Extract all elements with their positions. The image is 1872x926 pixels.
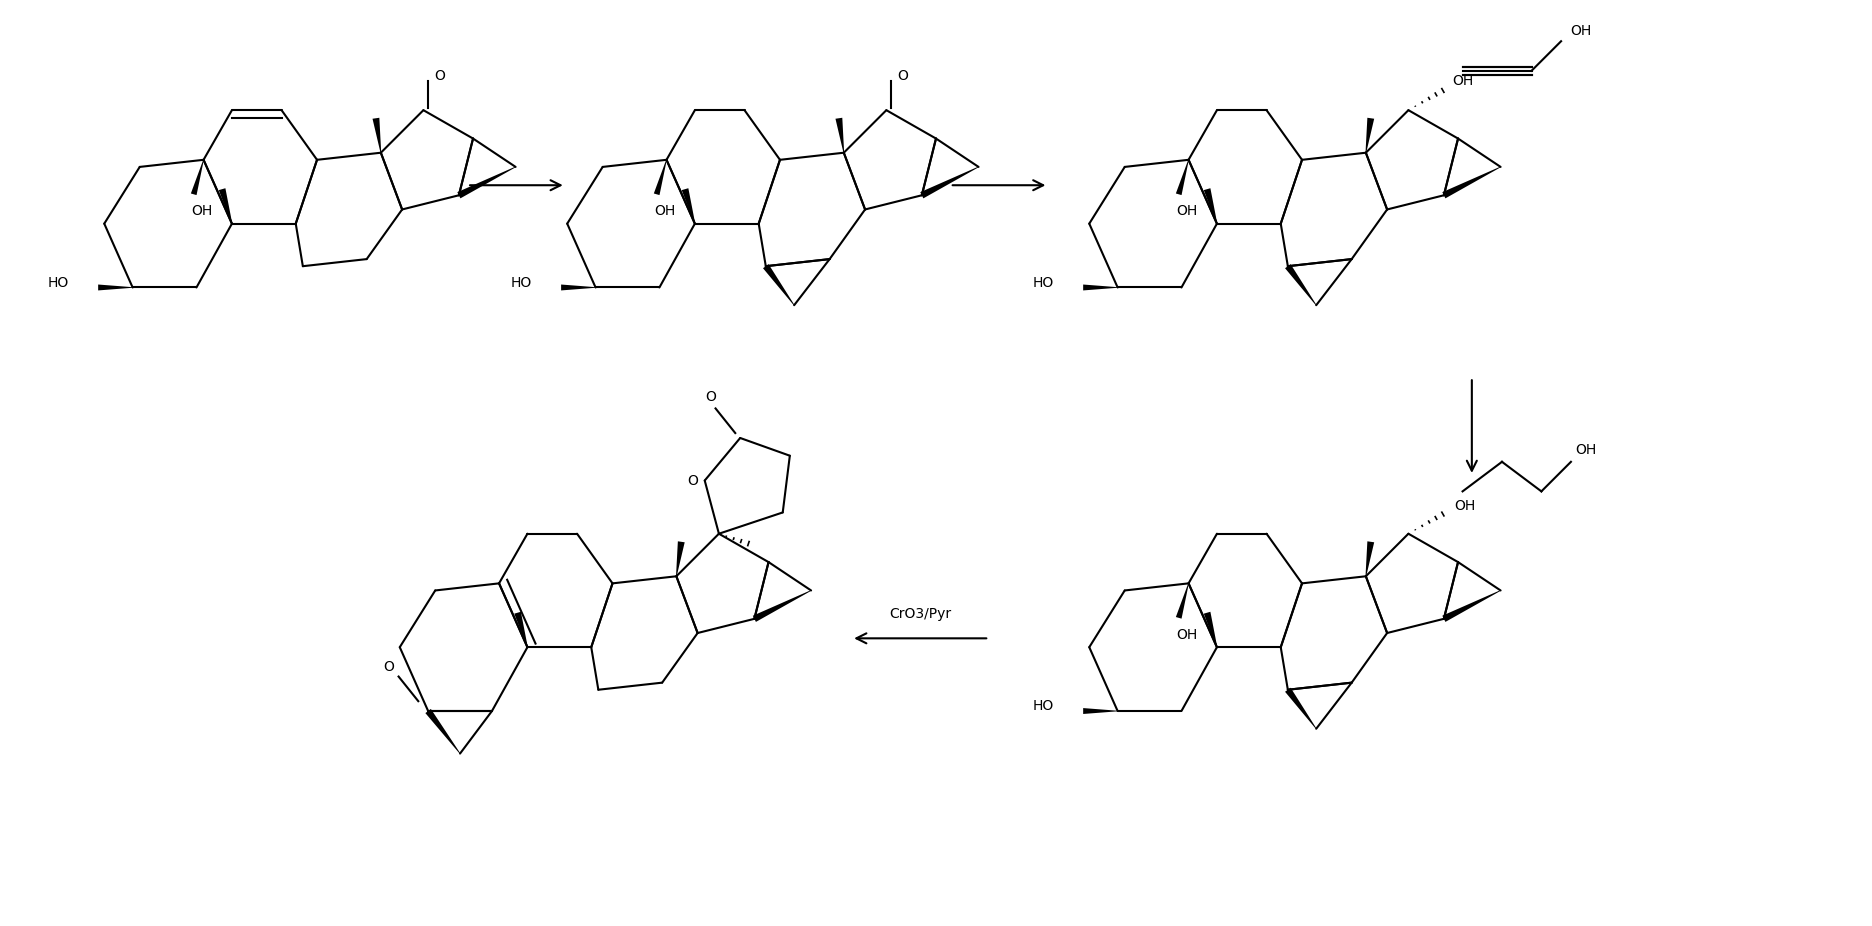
Polygon shape	[681, 188, 695, 224]
Polygon shape	[1441, 590, 1501, 622]
Polygon shape	[1284, 688, 1316, 729]
Text: OH: OH	[1571, 24, 1591, 38]
Text: OH: OH	[1574, 443, 1597, 457]
Polygon shape	[219, 188, 232, 224]
Polygon shape	[191, 160, 204, 195]
Polygon shape	[1176, 583, 1189, 619]
Text: O: O	[384, 659, 395, 674]
Polygon shape	[97, 284, 133, 291]
Polygon shape	[1284, 264, 1316, 306]
Polygon shape	[835, 118, 844, 153]
Polygon shape	[1084, 708, 1118, 714]
Polygon shape	[1204, 188, 1217, 224]
Polygon shape	[653, 160, 666, 195]
Text: OH: OH	[1176, 204, 1198, 218]
Text: O: O	[434, 69, 446, 82]
Text: HO: HO	[1031, 276, 1054, 290]
Text: CrO3/Pyr: CrO3/Pyr	[889, 607, 951, 620]
Polygon shape	[425, 709, 461, 754]
Polygon shape	[764, 264, 794, 306]
Polygon shape	[753, 590, 811, 622]
Polygon shape	[1365, 118, 1374, 153]
Text: O: O	[706, 390, 717, 404]
Text: OH: OH	[1455, 499, 1475, 513]
Polygon shape	[1204, 612, 1217, 647]
Text: OH: OH	[1176, 628, 1198, 642]
Text: O: O	[687, 473, 698, 487]
Polygon shape	[457, 167, 517, 198]
Polygon shape	[373, 118, 382, 153]
Text: HO: HO	[47, 276, 69, 290]
Polygon shape	[1084, 284, 1118, 291]
Text: OH: OH	[1453, 74, 1473, 88]
Text: OH: OH	[191, 204, 212, 218]
Polygon shape	[515, 612, 528, 647]
Polygon shape	[1176, 160, 1189, 195]
Text: HO: HO	[511, 276, 532, 290]
Polygon shape	[562, 284, 595, 291]
Polygon shape	[921, 167, 979, 198]
Polygon shape	[1441, 167, 1501, 198]
Text: O: O	[899, 69, 908, 82]
Text: HO: HO	[1031, 699, 1054, 713]
Text: OH: OH	[653, 204, 676, 218]
Polygon shape	[1365, 542, 1374, 576]
Polygon shape	[676, 542, 685, 576]
